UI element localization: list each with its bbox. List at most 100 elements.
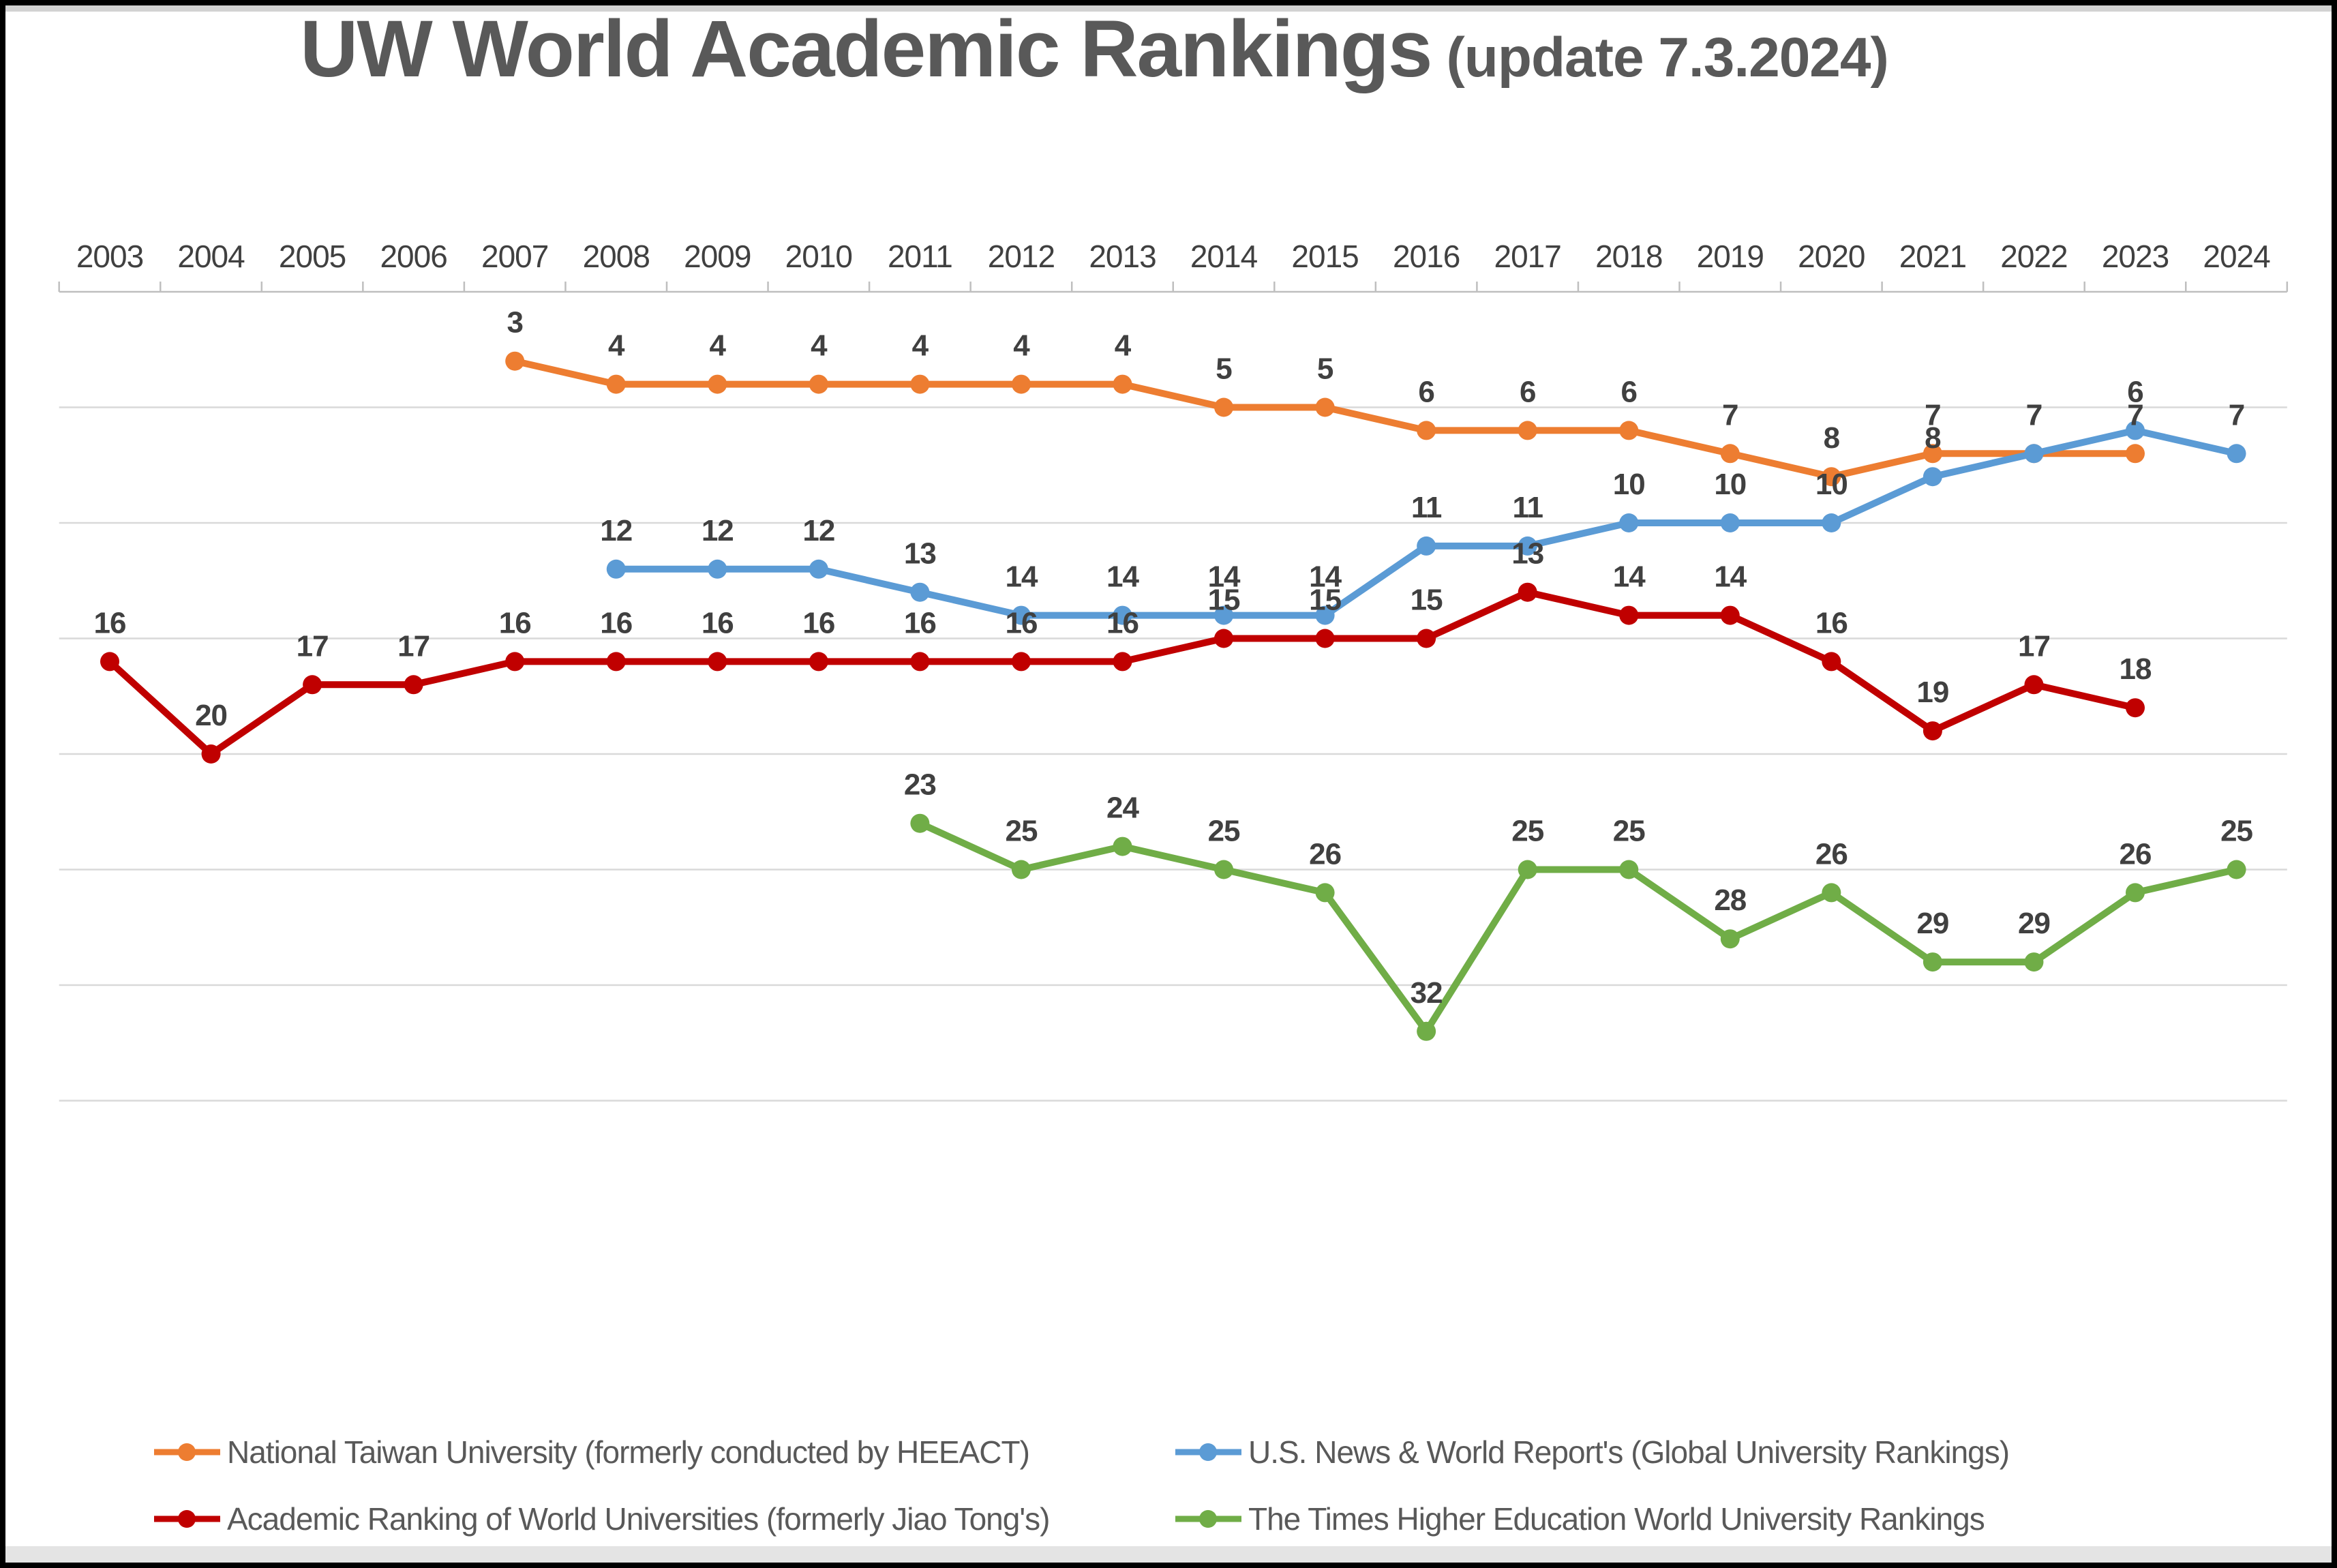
data-point <box>1011 860 1031 879</box>
legend-item-label: The Times Higher Education World Univers… <box>1248 1501 1985 1537</box>
data-point-label: 6 <box>1520 375 1535 408</box>
data-point <box>1417 1021 1436 1041</box>
legend-item: U.S. News & World Report's (Global Unive… <box>1175 1434 2010 1470</box>
window-bottom-strip <box>5 1546 2332 1563</box>
data-point-label: 14 <box>1613 560 1646 594</box>
data-point-label: 7 <box>2229 398 2244 432</box>
data-point <box>910 652 930 672</box>
data-point-label: 5 <box>1317 352 1333 386</box>
data-point <box>2126 698 2145 718</box>
data-point <box>1923 444 1942 464</box>
data-point <box>1011 374 1031 394</box>
data-point-label: 11 <box>1512 491 1543 524</box>
data-point <box>201 744 221 764</box>
chart-title-subtitle: (update 7.3.2024) <box>1446 27 1888 89</box>
data-point-label: 16 <box>600 606 632 639</box>
data-point-label: 25 <box>1005 815 1037 848</box>
x-axis-year-labels: 2003 2004 2005 2006 2007 2008 2009 2010 2011 2012… <box>76 239 2271 274</box>
data-point-label: 17 <box>2018 629 2050 663</box>
year-label: 2012 <box>988 239 1055 274</box>
data-point <box>1417 536 1436 556</box>
year-label: 2003 <box>76 239 143 274</box>
year-label: 2021 <box>1899 239 1966 274</box>
data-point-label: 15 <box>1309 584 1341 617</box>
year-label: 2009 <box>684 239 751 274</box>
data-point <box>1417 629 1436 648</box>
data-point-label: 4 <box>608 329 625 363</box>
data-point-label: 7 <box>1925 398 1940 432</box>
data-point-label: 12 <box>600 514 632 547</box>
data-point-label: 8 <box>1824 421 1840 455</box>
data-point <box>1720 929 1740 949</box>
data-point-label: 28 <box>1714 884 1746 917</box>
data-point-label: 5 <box>1216 352 1232 386</box>
data-point-label: 7 <box>2127 398 2143 432</box>
data-point-label: 24 <box>1106 791 1139 825</box>
data-point-label: 16 <box>499 606 531 639</box>
data-point <box>1214 860 1234 879</box>
year-label: 2023 <box>2102 239 2169 274</box>
data-point-label: 18 <box>2120 652 2152 686</box>
data-point <box>1315 883 1335 903</box>
legend-item-label: Academic Ranking of World Universities (… <box>227 1501 1049 1537</box>
data-point <box>2024 675 2044 695</box>
year-label: 2015 <box>1291 239 1358 274</box>
data-point-label: 6 <box>2127 375 2143 408</box>
year-label: 2006 <box>380 239 447 274</box>
data-point <box>2126 883 2145 903</box>
data-point <box>1011 652 1031 672</box>
data-point-label: 16 <box>702 606 734 639</box>
data-point <box>1822 467 1841 487</box>
data-point <box>2126 444 2145 464</box>
data-point <box>809 652 828 672</box>
data-point <box>606 374 626 394</box>
legend-marker-icon <box>178 1443 196 1461</box>
data-point-label: 13 <box>904 537 936 571</box>
data-point-label: 14 <box>1714 560 1747 594</box>
year-label: 2022 <box>2000 239 2067 274</box>
data-point-label: 10 <box>1815 468 1848 501</box>
data-point-label: 4 <box>912 329 929 363</box>
data-point <box>1822 883 1841 903</box>
data-point <box>809 374 828 394</box>
year-label: 2007 <box>481 239 548 274</box>
data-point <box>505 351 525 371</box>
data-point <box>1923 721 1942 741</box>
data-point-label: 7 <box>1722 398 1738 432</box>
data-point-label: 17 <box>397 629 429 663</box>
data-point <box>606 652 626 672</box>
data-point <box>2024 952 2044 972</box>
year-label: 2024 <box>2203 239 2270 274</box>
data-point-label: 3 <box>507 306 522 340</box>
data-point-label: 25 <box>1511 815 1543 848</box>
data-point <box>1619 605 1639 625</box>
data-point-label: 26 <box>1815 837 1848 871</box>
data-point-label: 12 <box>802 514 834 547</box>
data-point <box>2227 444 2246 464</box>
data-point-label: 25 <box>2220 815 2252 848</box>
legend-marker-icon <box>178 1510 196 1528</box>
data-point <box>1619 860 1639 879</box>
data-point-label: 14 <box>1106 560 1139 594</box>
series-line <box>916 819 2240 1035</box>
data-point <box>1923 467 1942 487</box>
chart-title: UW World Academic Rankings (update 7.3.20… <box>300 4 1888 94</box>
data-point-label: 7 <box>2026 398 2042 432</box>
data-point-label: 25 <box>1208 815 1240 848</box>
x-axis <box>58 282 2289 293</box>
legend-item: National Taiwan University (formerly con… <box>154 1434 1030 1470</box>
data-point <box>1720 513 1740 532</box>
year-label: 2016 <box>1393 239 1460 274</box>
data-point <box>1113 374 1132 394</box>
data-point <box>1113 836 1132 856</box>
series-lines <box>100 351 2246 1041</box>
data-point-label: 4 <box>1115 329 1132 363</box>
year-label: 2013 <box>1089 239 1156 274</box>
data-point-label: 14 <box>1208 560 1241 594</box>
data-point-label: 6 <box>1621 375 1637 408</box>
data-point <box>1720 444 1740 464</box>
year-label: 2014 <box>1190 239 1258 274</box>
data-point <box>505 652 525 672</box>
